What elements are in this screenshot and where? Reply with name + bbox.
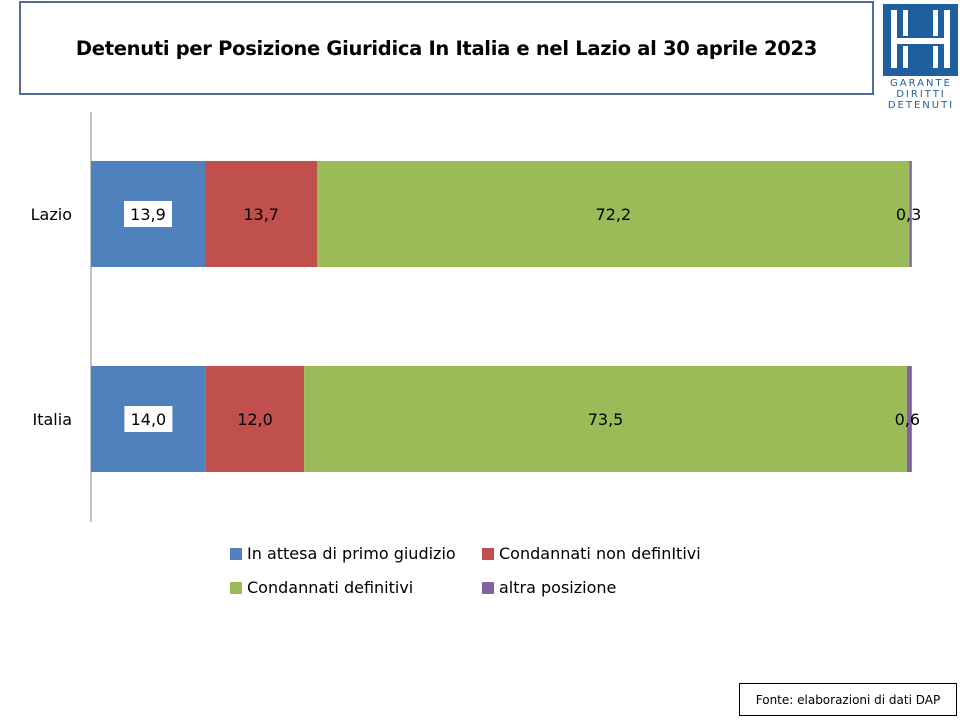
data-label-italia-1: 12,0 [237, 410, 273, 429]
legend-swatch-2 [230, 581, 242, 594]
bar-segment-italia-3 [906, 366, 912, 472]
legend-label-0: In attesa di primo giudizio [247, 544, 456, 563]
title-box: Detenuti per Posizione Giuridica In Ital… [19, 1, 874, 95]
legend-item-0: In attesa di primo giudizio [230, 544, 456, 563]
category-label-italia: Italia [33, 410, 73, 429]
legend-label-2: Condannati definitivi [247, 578, 414, 597]
garante-logo-icon: GARANTE DIRITTI DETENUTI [883, 4, 958, 110]
data-label-lazio-3: 0,3 [896, 205, 921, 224]
data-label-bg-italia [124, 406, 173, 432]
legend-swatch-3 [482, 581, 494, 594]
bar-segment-lazio-1 [204, 161, 318, 267]
data-label-italia-3: 0,6 [895, 410, 920, 429]
data-label-italia-0: 14,0 [131, 410, 167, 429]
source-text: Fonte: elaborazioni di dati DAP [755, 692, 941, 707]
logo-line-3: DETENUTI [888, 100, 954, 110]
source-note: Fonte: elaborazioni di dati DAP [739, 683, 957, 716]
legend-label-3: altra posizione [499, 578, 617, 597]
category-label-lazio: Lazio [31, 205, 72, 224]
bars-layer: Lazio 13,9 13,7 72,2 0,3 Italia 14,0 12,0 73,5 0,… [31, 161, 921, 472]
legend: In attesa di primo giudizio Condannati no… [230, 540, 750, 610]
legend-item-2: Condannati definitivi [230, 578, 413, 597]
bar-segment-italia-2 [304, 366, 907, 472]
logo-line-2: DIRITTI [896, 89, 946, 100]
chart-title: Detenuti per Posizione Giuridica In Ital… [75, 36, 818, 60]
legend-item-3: altra posizione [482, 578, 616, 597]
logo-line-1: GARANTE [890, 78, 952, 89]
bar-segment-italia-1 [205, 366, 305, 472]
data-label-lazio-0: 13,9 [130, 205, 166, 224]
bar-segment-lazio-2 [317, 161, 910, 267]
bar-segment-lazio-3 [909, 161, 912, 267]
legend-swatch-0 [230, 547, 242, 560]
data-label-italia-2: 73,5 [588, 410, 624, 429]
legend-label-1: Condannati non definItivi [499, 544, 701, 563]
data-label-lazio-2: 72,2 [596, 205, 632, 224]
legend-item-1: Condannati non definItivi [482, 544, 701, 563]
data-label-bg-lazio [123, 201, 172, 227]
data-label-lazio-1: 13,7 [243, 205, 279, 224]
legend-swatch-1 [482, 547, 494, 560]
